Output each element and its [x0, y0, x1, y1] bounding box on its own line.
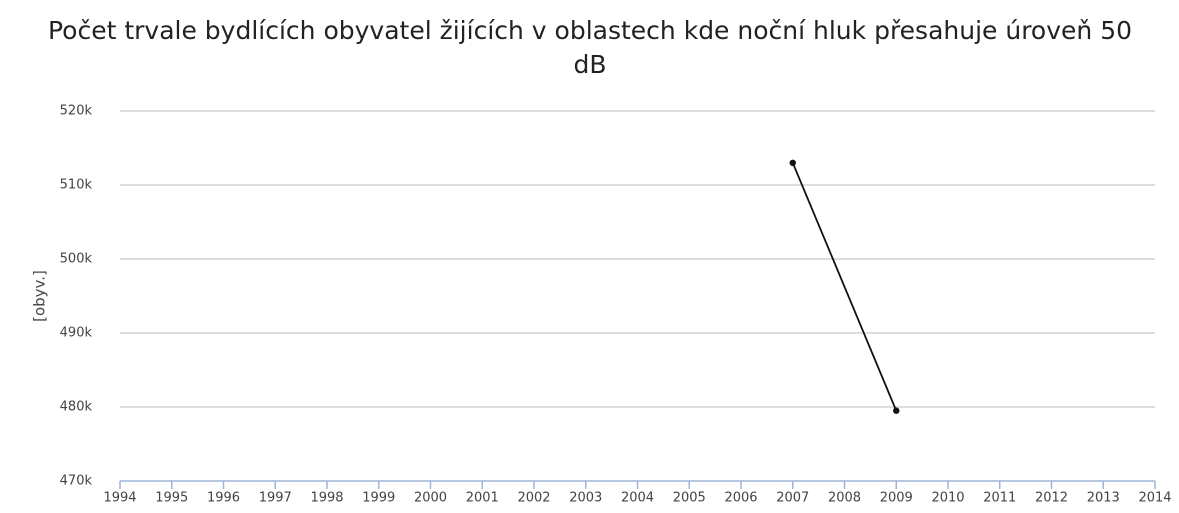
x-tick-label: 2013 — [1087, 491, 1120, 506]
x-tick-label: 2005 — [673, 491, 706, 506]
y-axis-label: [obyv.] — [31, 270, 49, 322]
data-point — [893, 407, 900, 414]
x-tick-label: 2000 — [414, 491, 447, 506]
y-tick-label: 510k — [60, 178, 93, 193]
chart-title: Počet trvale bydlících obyvatel žijících… — [47, 16, 1133, 79]
x-tick-label: 2012 — [1035, 491, 1068, 506]
data-point — [789, 159, 796, 166]
y-tick-label: 470k — [60, 474, 93, 489]
y-tick-label: 480k — [60, 400, 93, 415]
x-tick-label: 1995 — [155, 491, 188, 506]
x-tick-label: 2008 — [828, 491, 861, 506]
x-tick-label: 1998 — [310, 491, 343, 506]
x-tick-label: 2002 — [517, 491, 550, 506]
x-tick-label: 2014 — [1138, 491, 1171, 506]
x-tick-label: 2006 — [724, 491, 757, 506]
x-tick-label: 2001 — [466, 491, 499, 506]
x-tick-label: 2009 — [880, 491, 913, 506]
line — [791, 162, 898, 412]
y-tick-label: 490k — [60, 326, 93, 341]
x-tick-label: 1996 — [207, 491, 240, 506]
x-tick-label: 1997 — [259, 491, 292, 506]
y-tick-label: 500k — [60, 252, 93, 267]
x-tick-label: 2010 — [931, 491, 964, 506]
x-tick-label: 2004 — [621, 491, 654, 506]
x-tick-label: 2003 — [569, 491, 602, 506]
x-tick-label: 1999 — [362, 491, 395, 506]
y-tick-label: 520k — [60, 104, 93, 119]
x-tick-label: 1994 — [103, 491, 136, 506]
x-tick-label: 2007 — [776, 491, 809, 506]
x-tick-label: 2011 — [983, 491, 1016, 506]
